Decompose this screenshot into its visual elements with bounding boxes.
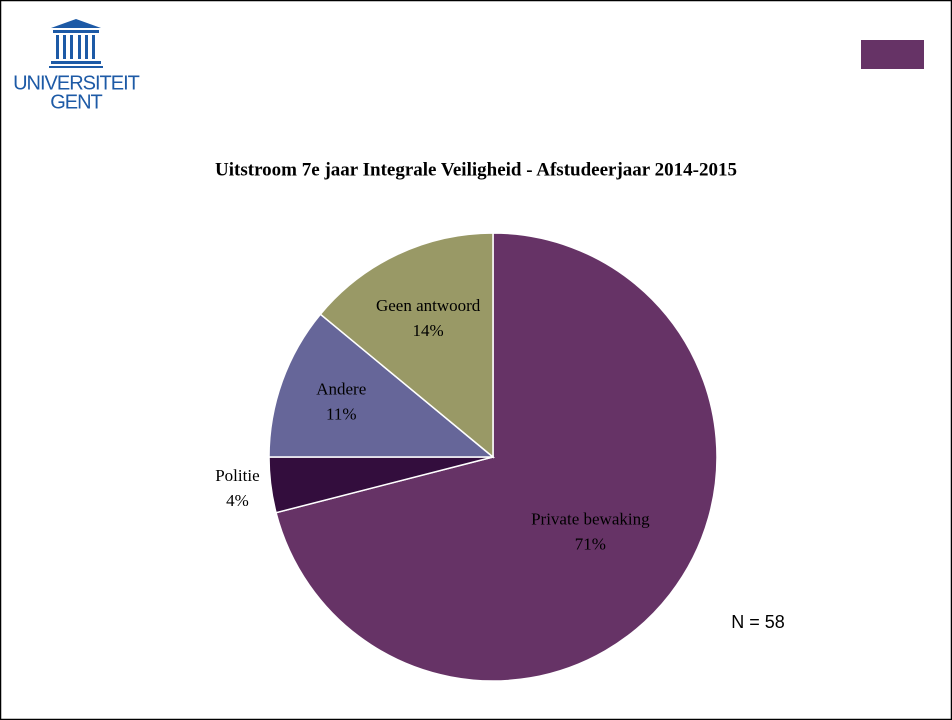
pie-slice <box>319 232 494 459</box>
slice-value-label: 71% <box>575 534 606 553</box>
slice-value-label: 14% <box>413 321 444 340</box>
slice-value-label: 11% <box>326 404 357 423</box>
logo: UNIVERSITEIT GENT <box>13 19 141 113</box>
logo-column <box>92 35 95 59</box>
accent-block <box>861 40 924 69</box>
slice-value-label: 4% <box>226 491 249 510</box>
logo-column <box>85 35 88 59</box>
slice-label: Politie <box>215 466 259 485</box>
logo-column <box>63 35 66 59</box>
chart-title: Uitstroom 7e jaar Integrale Veiligheid -… <box>215 159 737 180</box>
logo-base <box>51 61 101 64</box>
logo-pediment <box>51 19 101 28</box>
logo-beam <box>53 30 99 33</box>
pie-slice <box>275 232 718 682</box>
logo-column <box>70 35 73 59</box>
pie-slice <box>268 313 496 458</box>
slice-label: Geen antwoord <box>376 296 481 315</box>
logo-column <box>78 35 81 59</box>
logo-column <box>56 35 59 59</box>
logo-base <box>49 66 103 68</box>
annotation: N = 58 <box>731 612 785 632</box>
slice-label: Andere <box>316 379 366 398</box>
pie <box>268 232 718 682</box>
logo-text: UNIVERSITEIT <box>13 72 140 94</box>
slice-label: Private bewaking <box>531 509 650 528</box>
logo-text: GENT <box>50 91 102 113</box>
